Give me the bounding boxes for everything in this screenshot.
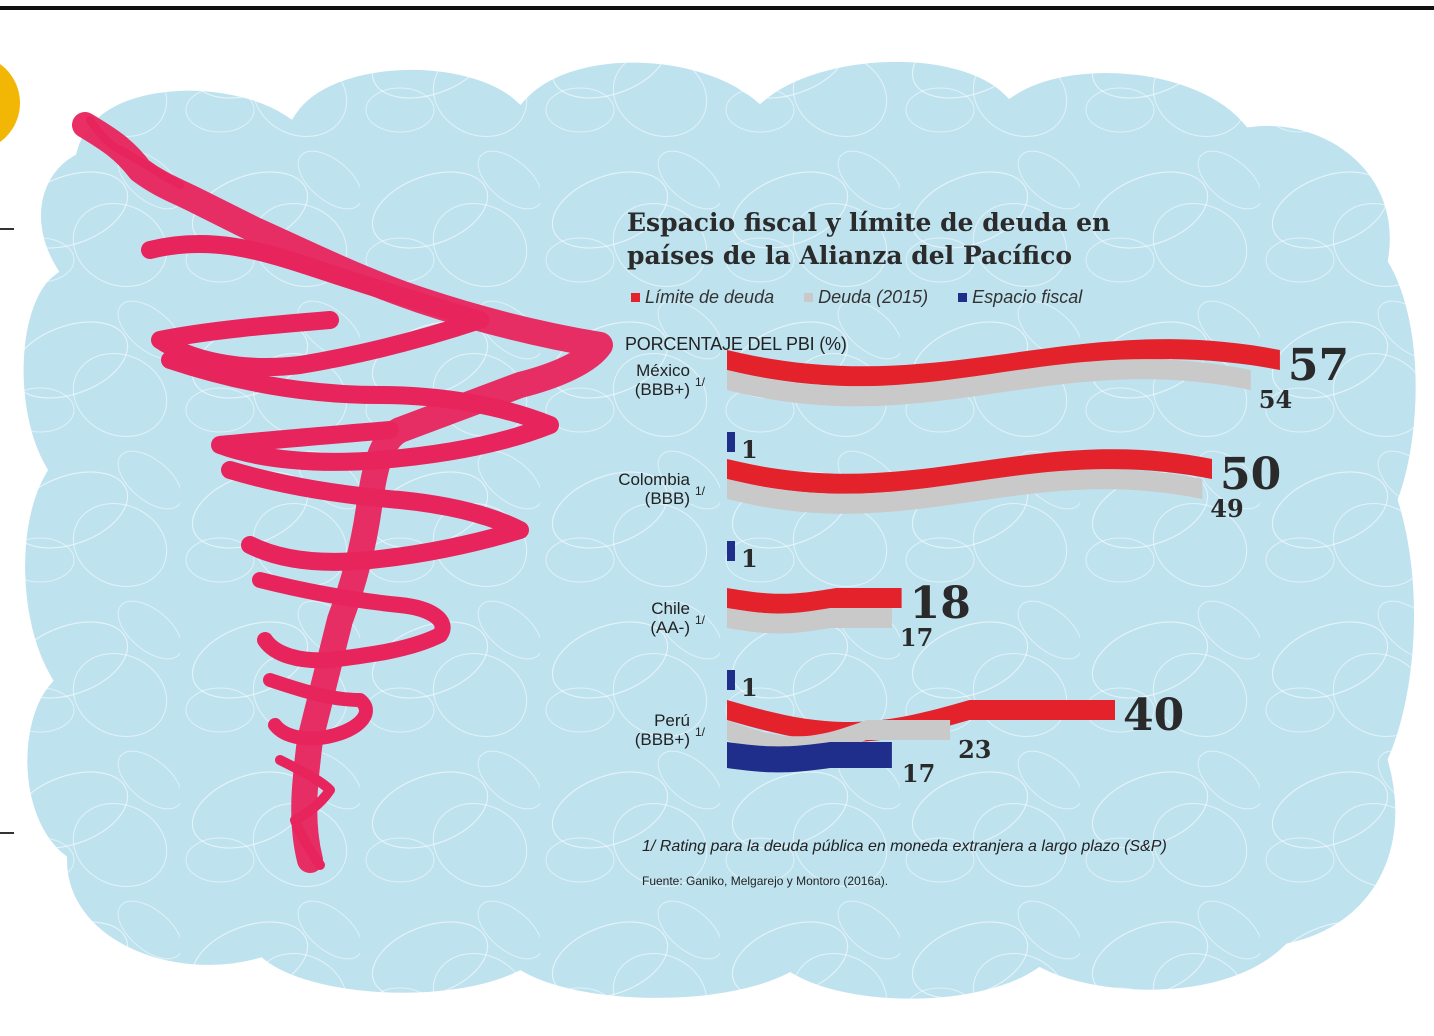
category-footnote-marker: 1/ (695, 613, 706, 627)
bar-espacio-1 (727, 541, 735, 561)
bar-limite-1 (727, 449, 1212, 494)
bar-deuda-0 (727, 359, 1251, 407)
value-label-espacio: 17 (902, 759, 935, 788)
source-note: Fuente: Ganiko, Melgarejo y Montoro (201… (642, 874, 889, 888)
top-rule (0, 6, 1434, 10)
category-label: (BBB) (645, 489, 690, 508)
y-axis-label: PORCENTAJE DEL PBI (%) (625, 334, 847, 354)
value-label-espacio: 1 (741, 544, 758, 573)
category-label: Perú (654, 711, 690, 730)
legend-swatch-limite (631, 293, 640, 302)
legend-item-limite: Límite de deuda (631, 287, 774, 308)
category-label: Chile (651, 599, 690, 618)
value-label-deuda: 54 (1259, 385, 1292, 414)
legend-label-limite: Límite de deuda (645, 287, 775, 307)
legend-swatch-espacio (958, 293, 968, 302)
bar-espacio-2 (727, 670, 735, 690)
bar-deuda-1 (727, 469, 1203, 514)
value-label-limite: 40 (1123, 690, 1184, 741)
bar-deuda-2 (727, 608, 892, 634)
value-label-limite: 18 (910, 578, 971, 629)
value-label-espacio: 1 (741, 673, 758, 702)
chart-legend: Límite de deuda Deuda (2015) Espacio fis… (631, 287, 1082, 308)
chart-plot-area (727, 339, 1280, 773)
category-label: (BBB+) (635, 730, 690, 749)
category-label: (AA-) (650, 618, 690, 637)
chart-title: Espacio fiscal y límite de deuda en país… (627, 208, 1111, 270)
value-label-limite: 57 (1288, 340, 1349, 391)
rating-footnote: 1/ Rating para la deuda pública en moned… (642, 838, 1167, 855)
legend-item-deuda: Deuda (2015) (804, 287, 928, 308)
value-label-deuda: 23 (958, 735, 991, 764)
category-labels: México(BBB+) 1/Colombia(BBB) 1/Chile(AA-) 1… (618, 361, 705, 749)
bar-espacio-0 (727, 432, 735, 452)
legend-label-espacio: Espacio fiscal (972, 287, 1083, 307)
category-footnote-marker: 1/ (695, 725, 706, 739)
category-label: Colombia (618, 470, 690, 489)
category-footnote-marker: 1/ (695, 375, 706, 389)
value-label-deuda: 17 (900, 623, 933, 652)
bar-espacio-3 (727, 742, 892, 773)
bar-limite-0 (727, 339, 1280, 387)
value-label-espacio: 1 (741, 435, 758, 464)
margin-tick (0, 228, 14, 230)
category-label: México (636, 361, 690, 380)
category-label: (BBB+) (635, 380, 690, 399)
south-america-map-icon (72, 112, 613, 873)
margin-tick (0, 832, 14, 834)
value-label-limite: 50 (1220, 449, 1281, 500)
category-footnote-marker: 1/ (695, 484, 706, 498)
legend-item-espacio: Espacio fiscal (958, 287, 1082, 308)
legend-swatch-deuda (804, 293, 814, 302)
bar-limite-2 (727, 588, 902, 614)
value-label-deuda: 49 (1210, 494, 1243, 523)
legend-label-deuda: Deuda (2015) (818, 287, 929, 307)
cloud-background (9, 47, 1430, 1013)
